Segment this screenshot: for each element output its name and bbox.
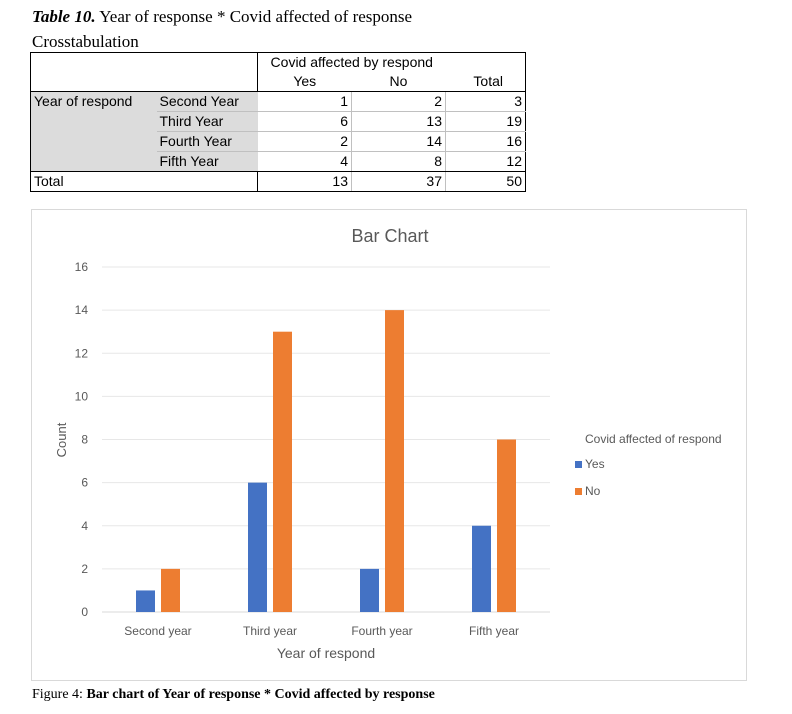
y-axis-label: Count xyxy=(54,422,69,457)
figure-number: Figure 4: xyxy=(32,687,83,702)
cell-total: 19 xyxy=(445,111,526,132)
y-tick-label: 8 xyxy=(81,433,88,447)
cell-no: 13 xyxy=(351,111,446,132)
cell-yes: 6 xyxy=(257,111,352,132)
table-row: Fifth Year 4 8 12 xyxy=(30,151,526,172)
table-header-row-1: Covid affected by respond xyxy=(30,52,526,72)
row-variable-label: Year of respond xyxy=(30,91,157,112)
bar-yes xyxy=(360,568,379,612)
table-header-row-2: Yes No Total xyxy=(30,72,526,92)
cell-yes: 2 xyxy=(257,131,352,152)
cell-no: 2 xyxy=(351,91,446,112)
bar-no xyxy=(385,310,404,612)
table-title: Year of response * Covid affected of res… xyxy=(99,7,413,26)
cell-yes: 1 xyxy=(257,91,352,112)
cell-yes: 4 xyxy=(257,151,352,172)
figure-caption: Figure 4: Bar chart of Year of response … xyxy=(32,686,435,704)
row-label: Third Year xyxy=(156,111,258,132)
bar-chart: 0 2 4 6 8 10 12 14 16 Second year Third year Fourt… xyxy=(54,226,722,661)
total-no: 37 xyxy=(351,171,446,192)
legend-item-yes: Yes xyxy=(585,457,605,471)
total-total: 50 xyxy=(445,171,526,192)
cell-total: 3 xyxy=(445,91,526,112)
y-tick-label: 6 xyxy=(81,476,88,490)
cell-total: 16 xyxy=(445,131,526,152)
table-row: Third Year 6 13 19 xyxy=(30,111,526,132)
total-yes: 13 xyxy=(257,171,352,192)
legend-title: Covid affected of respond xyxy=(585,432,722,446)
x-tick-label: Fourth year xyxy=(351,624,412,638)
chart-area: 0 2 4 6 8 10 12 14 16 Second year Third year Fourt… xyxy=(31,209,747,681)
table-title-line2: Crosstabulation xyxy=(32,32,139,51)
row-label: Fifth Year xyxy=(156,151,258,172)
table-number: Table 10. xyxy=(32,7,96,26)
row-label: Fourth Year xyxy=(156,131,258,152)
table-caption: Table 10. Year of response * Covid affec… xyxy=(32,4,592,54)
y-tick-label: 4 xyxy=(81,519,88,533)
col-header-yes: Yes xyxy=(257,72,352,92)
y-tick-labels: 0 2 4 6 8 10 12 14 16 xyxy=(75,260,89,619)
y-tick-label: 2 xyxy=(81,562,88,576)
legend: Covid affected of respond Yes No xyxy=(575,432,722,498)
cell-no: 14 xyxy=(351,131,446,152)
cell-total: 12 xyxy=(445,151,526,172)
cell-no: 8 xyxy=(351,151,446,172)
y-tick-label: 16 xyxy=(75,260,89,274)
x-tick-labels: Second year Third year Fourth year Fifth ye… xyxy=(124,624,519,638)
bar-yes xyxy=(136,590,155,612)
y-tick-label: 0 xyxy=(81,605,88,619)
table-row: Year of respond Second Year 1 2 3 xyxy=(30,91,526,112)
bar-no xyxy=(497,439,516,612)
legend-item-no: No xyxy=(585,484,601,498)
col-header-no: No xyxy=(351,72,446,92)
col-header-total: Total xyxy=(445,72,526,92)
group-header: Covid affected by respond xyxy=(257,52,446,72)
bar-no xyxy=(161,568,180,612)
chart-title: Bar Chart xyxy=(351,226,428,246)
y-tick-label: 14 xyxy=(75,303,89,317)
figure-caption-text: Bar chart of Year of response * Covid af… xyxy=(86,687,435,702)
total-row-label: Total xyxy=(30,171,157,192)
x-tick-label: Fifth year xyxy=(469,624,519,638)
x-axis-label: Year of respond xyxy=(277,645,375,661)
bar-no xyxy=(273,331,292,612)
row-label: Second Year xyxy=(156,91,258,112)
crosstab-table: Covid affected by respond Yes No Total Y… xyxy=(30,52,526,192)
bars xyxy=(136,310,516,612)
y-tick-label: 12 xyxy=(75,346,89,360)
table-row: Fourth Year 2 14 16 xyxy=(30,131,526,152)
y-tick-label: 10 xyxy=(75,389,89,403)
table-caption-line1: Table 10. Year of response * Covid affec… xyxy=(32,4,592,29)
x-tick-label: Second year xyxy=(124,624,191,638)
bar-yes xyxy=(248,482,267,612)
bar-yes xyxy=(472,525,491,612)
table-total-row: Total 13 37 50 xyxy=(30,171,526,192)
legend-swatch-no xyxy=(575,488,582,495)
legend-swatch-yes xyxy=(575,461,582,468)
x-tick-label: Third year xyxy=(243,624,297,638)
